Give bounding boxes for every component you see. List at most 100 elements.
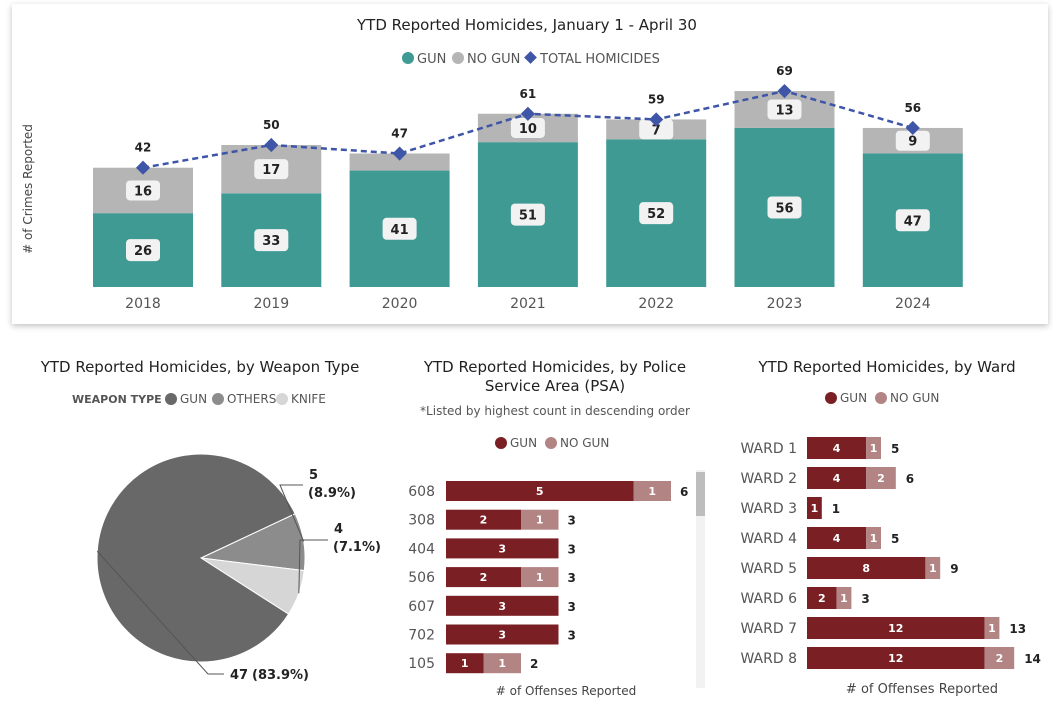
psa-bars-group: 608 5 1 6 308 2 1 3 404 3 3 506 2 1 3 607 3 3 702 3 3 105 1 1 2 xyxy=(408,481,688,674)
gun-label-2020: 41 xyxy=(391,223,409,238)
psa-title-line2: Service Area (PSA) xyxy=(485,377,625,395)
ward-total-ward-1: 5 xyxy=(891,442,899,456)
ward-chart: YTD Reported Homicides, by Ward GUN NO G… xyxy=(740,358,1041,697)
pie-legend-knife-swatch xyxy=(276,393,288,405)
pie-legend-gun-label: GUN xyxy=(180,392,207,406)
x-tick-2021: 2021 xyxy=(510,296,546,312)
pie-legend-knife-label: KNIFE xyxy=(291,392,326,406)
psa-total-702: 3 xyxy=(568,629,576,643)
ward-gun-label-ward-7: 12 xyxy=(888,622,903,635)
gun-label-2022: 52 xyxy=(647,207,665,222)
total-marker-2022 xyxy=(649,112,664,127)
ward-nogun-label-ward-7: 1 xyxy=(988,622,996,635)
ward-category-ward-6: WARD 6 xyxy=(740,591,797,607)
weapon-type-chart: YTD Reported Homicides, by Weapon Type W… xyxy=(40,358,381,683)
total-marker-2023 xyxy=(777,83,792,99)
gun-label-box-2022 xyxy=(639,202,674,225)
ward-title: YTD Reported Homicides, by Ward xyxy=(757,358,1015,376)
psa-category-308: 308 xyxy=(408,513,435,529)
ward-category-ward-1: WARD 1 xyxy=(740,441,797,457)
psa-total-404: 3 xyxy=(568,542,576,556)
gun-label-2018: 26 xyxy=(134,244,152,259)
ward-category-ward-2: WARD 2 xyxy=(740,471,797,487)
ward-category-ward-4: WARD 4 xyxy=(740,531,797,547)
ward-nogun-label-ward-6: 1 xyxy=(840,592,848,605)
psa-scrollbar-track[interactable] xyxy=(696,470,705,688)
psa-gun-label-105: 1 xyxy=(461,657,469,670)
ward-legend-gun-swatch xyxy=(825,392,837,404)
ward-total-ward-3: 1 xyxy=(832,502,840,516)
pie-leader-knife xyxy=(298,539,328,594)
legend-gun-label: GUN xyxy=(417,52,446,67)
nogun-label-2022: 7 xyxy=(652,123,661,138)
psa-legend-nogun-label: NO GUN xyxy=(560,436,609,450)
gun-label-box-2024 xyxy=(895,209,930,232)
pie-label-value-knife: 4 xyxy=(334,522,343,537)
pie-title: YTD Reported Homicides, by Weapon Type xyxy=(40,358,360,376)
ward-gun-label-ward-3: 1 xyxy=(811,502,819,515)
nogun-label-2019: 17 xyxy=(262,163,280,178)
x-tick-2018: 2018 xyxy=(125,296,161,312)
ward-gun-label-ward-6: 2 xyxy=(818,592,826,605)
ward-total-ward-2: 6 xyxy=(906,472,914,486)
psa-total-607: 3 xyxy=(568,600,576,614)
psa-bar-gun-607 xyxy=(446,595,559,616)
gun-label-box-2019 xyxy=(254,229,289,252)
legend-gun-swatch xyxy=(402,52,414,64)
nogun-label-box-2023 xyxy=(767,99,802,120)
psa-total-105: 2 xyxy=(530,657,538,671)
pie-legend-gun-swatch xyxy=(165,393,177,405)
psa-nogun-label-105: 1 xyxy=(498,657,506,670)
total-label-2022: 59 xyxy=(648,92,665,106)
bar-nogun-2020 xyxy=(349,153,450,171)
psa-category-105: 105 xyxy=(408,656,435,672)
ward-x-axis-label: # of Offenses Reported xyxy=(846,682,998,697)
nogun-label-2024: 9 xyxy=(908,135,917,150)
psa-scrollbar-thumb[interactable] xyxy=(696,472,705,516)
ward-gun-label-ward-4: 4 xyxy=(833,532,841,545)
total-label-2021: 61 xyxy=(520,87,537,101)
nogun-label-box-2019 xyxy=(254,159,289,180)
psa-bar-nogun-506 xyxy=(521,567,559,588)
ward-category-ward-7: WARD 7 xyxy=(740,621,797,637)
psa-gun-label-506: 2 xyxy=(480,571,488,584)
ward-nogun-label-ward-4: 1 xyxy=(870,532,878,545)
ward-bar-gun-ward-3 xyxy=(807,497,822,519)
gun-label-box-2021 xyxy=(510,203,545,226)
psa-bar-gun-702 xyxy=(446,624,559,645)
psa-nogun-label-608: 1 xyxy=(648,485,656,498)
bars-group: 26 16 2018 33 17 2019 41 2020 51 10 2021 52 7 2022 56 1… xyxy=(93,64,963,312)
pie-label-pct-gun: (83.9%) xyxy=(252,668,309,683)
legend-nogun-label: NO GUN xyxy=(467,52,520,67)
psa-bar-gun-105 xyxy=(446,653,484,674)
psa-legend-gun-swatch xyxy=(495,437,507,449)
psa-category-607: 607 xyxy=(408,599,435,615)
ward-bar-nogun-ward-2 xyxy=(866,467,896,489)
x-tick-2022: 2022 xyxy=(638,296,674,312)
yearly-homicides-chart: YTD Reported Homicides, January 1 - Apri… xyxy=(21,16,963,312)
gun-label-2023: 56 xyxy=(775,201,793,216)
pie-slices: 5 (8.9%) 4 (7.1%) 47 (83.9%) xyxy=(96,453,381,683)
psa-gun-label-607: 3 xyxy=(498,600,506,613)
x-tick-2019: 2019 xyxy=(253,296,289,312)
gun-label-2019: 33 xyxy=(262,234,280,249)
ward-legend-nogun-label: NO GUN xyxy=(890,391,939,405)
psa-category-702: 702 xyxy=(408,628,435,644)
psa-title-line1: YTD Reported Homicides, by Police xyxy=(423,358,686,376)
ward-bar-gun-ward-7 xyxy=(807,617,985,639)
ward-bar-gun-ward-2 xyxy=(807,467,867,489)
ward-total-ward-8: 14 xyxy=(1024,652,1041,666)
ward-gun-label-ward-5: 8 xyxy=(862,562,870,575)
ward-panel: YTD Reported Homicides, by Ward GUN NO G… xyxy=(720,340,1053,706)
psa-panel: YTD Reported Homicides, by Police Servic… xyxy=(400,340,710,706)
nogun-label-box-2024 xyxy=(895,130,930,151)
nogun-label-box-2018 xyxy=(126,180,160,201)
psa-bar-gun-506 xyxy=(446,567,521,588)
gun-label-box-2020 xyxy=(382,217,417,240)
ward-total-ward-7: 13 xyxy=(1009,622,1026,636)
psa-bar-gun-404 xyxy=(446,538,559,559)
ward-nogun-label-ward-1: 1 xyxy=(870,442,878,455)
ward-legend-gun-label: GUN xyxy=(840,391,867,405)
yearly-homicides-panel: YTD Reported Homicides, January 1 - Apri… xyxy=(12,4,1048,324)
ward-category-ward-5: WARD 5 xyxy=(740,561,797,577)
